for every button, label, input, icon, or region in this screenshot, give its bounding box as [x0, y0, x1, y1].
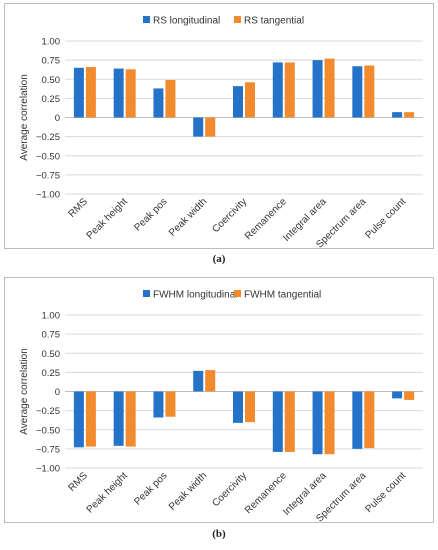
- bar-series1-peak-height: [113, 391, 124, 446]
- bar-series2-pulse-count: [404, 112, 415, 118]
- x-category-label: Peak width: [167, 196, 209, 238]
- y-tick-label: 0: [55, 113, 60, 124]
- bar-series1-pulse-count: [392, 112, 403, 118]
- y-tick-label: −0.25: [36, 406, 60, 417]
- x-category-label: Peak height: [85, 470, 130, 515]
- y-tick-label: 0.25: [42, 94, 61, 105]
- chart-panel-b: FWHM longitudinal FWHM tangential 1.00 0.75…: [4, 277, 434, 525]
- bar-series1-rms: [73, 391, 84, 448]
- legend-label-2: RS tangential: [244, 16, 304, 27]
- bar-series2-spectrum-area: [364, 391, 375, 449]
- bar-series2-integral-area: [324, 58, 335, 118]
- chart-b: FWHM longitudinal FWHM tangential 1.00 0.75…: [19, 290, 423, 525]
- y-tick-label: 0: [55, 387, 60, 398]
- bar-series1-peak-pos: [153, 391, 164, 418]
- legend-label-1: RS longitudinal: [153, 16, 220, 27]
- bar-series1-spectrum-area: [352, 66, 363, 118]
- bar-series2-peak-height: [125, 69, 136, 118]
- bar-series1-peak-pos: [153, 88, 164, 118]
- y-tick-label: −0.50: [36, 151, 60, 162]
- chart-a: RS longitudinal RS tangential 1.00 0.75 0.50…: [19, 16, 423, 251]
- x-category-label: RMS: [67, 470, 91, 494]
- bar-series1-rms: [73, 67, 84, 118]
- x-category-label: Pulse count: [363, 470, 408, 515]
- bar-series2-remanence: [284, 62, 295, 118]
- y-tick-label: −0.50: [36, 425, 60, 436]
- bar-series2-peak-height: [125, 391, 136, 447]
- y-axis-label: Average correlation: [19, 74, 30, 161]
- y-tick-label: 1.00: [42, 311, 61, 322]
- y-tick-label: −1.00: [36, 464, 60, 475]
- x-category-label: Peak height: [85, 196, 130, 241]
- bar-series2-peak-width: [205, 117, 216, 137]
- caption-b: (b): [212, 528, 226, 540]
- legend-swatch-2: [234, 16, 241, 23]
- y-tick-label: 1.00: [42, 37, 61, 48]
- bar-series2-peak-pos: [165, 80, 176, 118]
- y-tick-label: −0.75: [36, 170, 60, 181]
- bar-series1-peak-width: [193, 117, 204, 137]
- y-tick-label: 0.25: [42, 368, 61, 379]
- y-tick-label: −0.25: [36, 132, 60, 143]
- legend-swatch-1: [143, 290, 150, 297]
- bar-series1-pulse-count: [392, 391, 403, 399]
- x-category-label: Pulse count: [363, 196, 408, 241]
- bar-series2-rms: [85, 67, 96, 118]
- bar-series2-peak-width: [205, 370, 216, 392]
- legend-label-2: FWHM tangential: [244, 290, 321, 301]
- y-tick-label: −0.75: [36, 444, 60, 455]
- x-category-label: Peak pos: [132, 470, 169, 507]
- x-category-label: Coercivity: [210, 470, 249, 509]
- chart-panel-a: RS longitudinal RS tangential 1.00 0.75 0.50…: [4, 3, 434, 251]
- bar-series2-pulse-count: [404, 391, 415, 400]
- y-tick-label: 0.50: [42, 75, 61, 86]
- y-tick-label: 0.50: [42, 349, 61, 360]
- bar-series1-remanence: [272, 62, 283, 118]
- bar-series2-coercivity: [245, 82, 255, 118]
- caption-a: (a): [212, 253, 226, 265]
- bar-series2-coercivity: [245, 391, 255, 423]
- x-category-label: Coercivity: [210, 196, 249, 235]
- y-axis-label: Average correlation: [19, 348, 30, 435]
- legend-swatch-2: [234, 290, 241, 297]
- y-tick-label: −1.00: [36, 190, 60, 201]
- bar-series1-remanence: [272, 391, 283, 452]
- bar-series1-integral-area: [312, 60, 323, 118]
- bar-series1-integral-area: [312, 391, 323, 455]
- bar-series1-peak-width: [193, 370, 204, 392]
- bar-series1-coercivity: [233, 391, 243, 423]
- x-category-label: RMS: [67, 196, 91, 220]
- bar-series2-rms: [85, 391, 96, 447]
- bar-series2-spectrum-area: [364, 65, 375, 118]
- bar-series2-integral-area: [324, 391, 335, 455]
- legend-swatch-1: [143, 16, 150, 23]
- y-tick-label: 0.75: [42, 330, 61, 341]
- legend-label-1: FWHM longitudinal: [153, 290, 237, 301]
- bar-series2-peak-pos: [165, 391, 176, 417]
- bar-series1-peak-height: [113, 68, 124, 118]
- bar-series1-spectrum-area: [352, 391, 363, 449]
- x-category-label: Peak width: [167, 470, 209, 512]
- bar-series1-coercivity: [233, 86, 243, 118]
- x-category-label: Peak pos: [132, 196, 169, 233]
- bar-series2-remanence: [284, 391, 295, 452]
- y-tick-label: 0.75: [42, 56, 61, 67]
